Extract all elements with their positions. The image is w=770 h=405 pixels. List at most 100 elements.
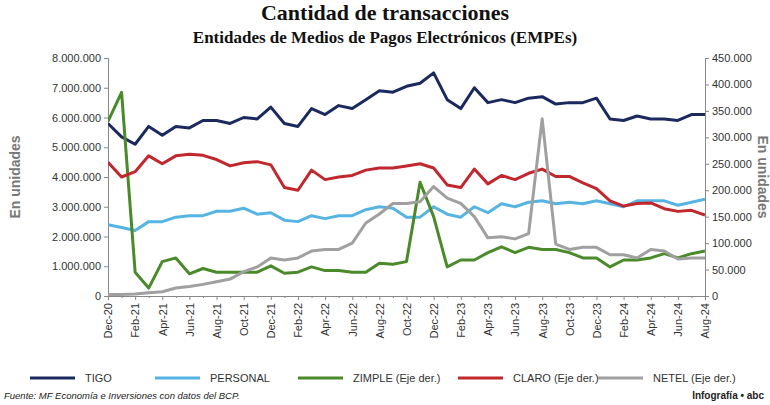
x-tick-mark [691,296,692,298]
x-tick: Jun-24 [672,296,684,337]
x-tick-label: Dec-20 [102,303,114,338]
legend-label: PERSONAL [210,372,270,384]
x-tick-mark [230,296,231,298]
x-tick-label: Dec-22 [428,303,440,338]
x-tick: Aug-23 [537,296,549,338]
y-tick-mark [104,207,108,208]
title: Cantidad de transacciones [261,0,510,25]
x-tick-label: Jun-24 [672,303,684,337]
x-tick-label: Jun-21 [184,303,196,337]
x-tick-mark [488,296,489,300]
x-tick-label: Feb-24 [618,303,630,338]
x-tick-label: Feb-21 [129,303,141,338]
x-tick-mark [556,296,557,298]
x-tick [339,296,340,298]
y2-tick-mark [705,137,709,138]
x-tick: Aug-22 [374,296,386,338]
y-tick: 5.000.000 [52,141,108,153]
y2-tick: 450.000 [705,52,752,64]
y-axis-title: En unidades [7,135,23,218]
x-tick: Aug-21 [211,296,223,338]
x-tick [637,296,638,298]
y2-tick: 250.000 [705,158,752,170]
x-tick-mark [366,296,367,298]
series-line [108,92,705,288]
x-tick-mark [637,296,638,298]
x-tick: Jun-21 [184,296,196,337]
credit: Infografía • abc [692,390,764,401]
x-tick-mark [325,296,326,300]
x-tick-label: Apr-21 [157,303,169,336]
legend-label: NETEL (Eje der.) [653,372,736,384]
x-tick: Aug-24 [699,296,711,338]
x-tick-mark [298,296,299,300]
y2-tick-label: 150.000 [712,211,752,223]
legend-swatch [155,377,200,380]
x-tick-mark [664,296,665,298]
y-tick-label: 2.000.000 [52,231,101,243]
x-tick-mark [244,296,245,300]
y2-tick-label: 50.000 [712,264,746,276]
y2-tick-mark [705,58,709,59]
y2-tick-mark [705,217,709,218]
x-tick: Apr-22 [319,296,331,336]
x-tick-mark [217,296,218,300]
x-tick-mark [624,296,625,300]
x-tick: Oct-21 [238,296,250,336]
legend-swatch [458,377,503,380]
y2-tick: 400.000 [705,78,752,90]
x-tick-label: Oct-23 [564,303,576,336]
y-axis-line [104,59,109,297]
x-tick [501,296,502,298]
legend-label: CLARO (Eje der.) [513,372,599,384]
x-tick-mark [176,296,177,298]
x-tick-label: Dec-21 [265,303,277,338]
x-tick [474,296,475,298]
x-tick-mark [379,296,380,300]
x-tick: Dec-21 [265,296,277,338]
x-tick [583,296,584,298]
series-line [108,119,705,295]
subtitle: Entidades de Medios de Pagos Electrónico… [193,28,577,47]
legend-swatch [598,377,643,380]
legend-item: NETEL (Eje der.) [598,372,736,384]
x-tick-mark [542,296,543,300]
x-axis-line [109,297,706,301]
x-tick [664,296,665,298]
y-tick: 2.000.000 [52,231,108,243]
y-axis: 01.000.0002.000.0003.000.0004.000.0005.0… [52,52,108,302]
x-tick: Dec-20 [102,296,114,338]
x-tick-mark [515,296,516,300]
x-axis: Dec-20 Feb-21 Apr-21 Jun-21 Aug-21 Oct-21 Dec-… [102,296,711,338]
plot-lines [108,73,705,295]
y2-tick-mark [705,243,709,244]
y2-axis-title: En unidades [755,135,770,218]
x-tick-mark [474,296,475,298]
y2-tick-mark [705,164,709,165]
y-tick-label: 1.000.000 [52,260,101,272]
x-tick-mark [339,296,340,298]
x-tick: Oct-22 [401,296,413,336]
x-tick-mark [162,296,163,300]
x-tick-label: Oct-21 [238,303,250,336]
y-tick: 4.000.000 [52,171,108,183]
y2-tick: 150.000 [705,211,752,223]
x-tick: Jun-23 [509,296,521,337]
x-tick-mark [583,296,584,298]
y-tick: 0 [95,290,108,302]
y-tick-mark [104,237,108,238]
x-tick-mark [678,296,679,300]
x-tick [529,296,530,298]
x-tick-label: Aug-21 [211,303,223,338]
legend-label: ZIMPLE (Eje der.) [353,372,440,384]
y2-tick-label: 400.000 [712,78,752,90]
y-tick: 7.000.000 [52,82,108,94]
y-tick-mark [104,58,108,59]
y2-tick: 350.000 [705,105,752,117]
y-tick-mark [104,296,108,297]
x-tick [447,296,448,298]
x-tick: Dec-23 [591,296,603,338]
x-tick-mark [461,296,462,300]
x-tick-mark [434,296,435,300]
y2-tick: 0 [705,290,718,302]
